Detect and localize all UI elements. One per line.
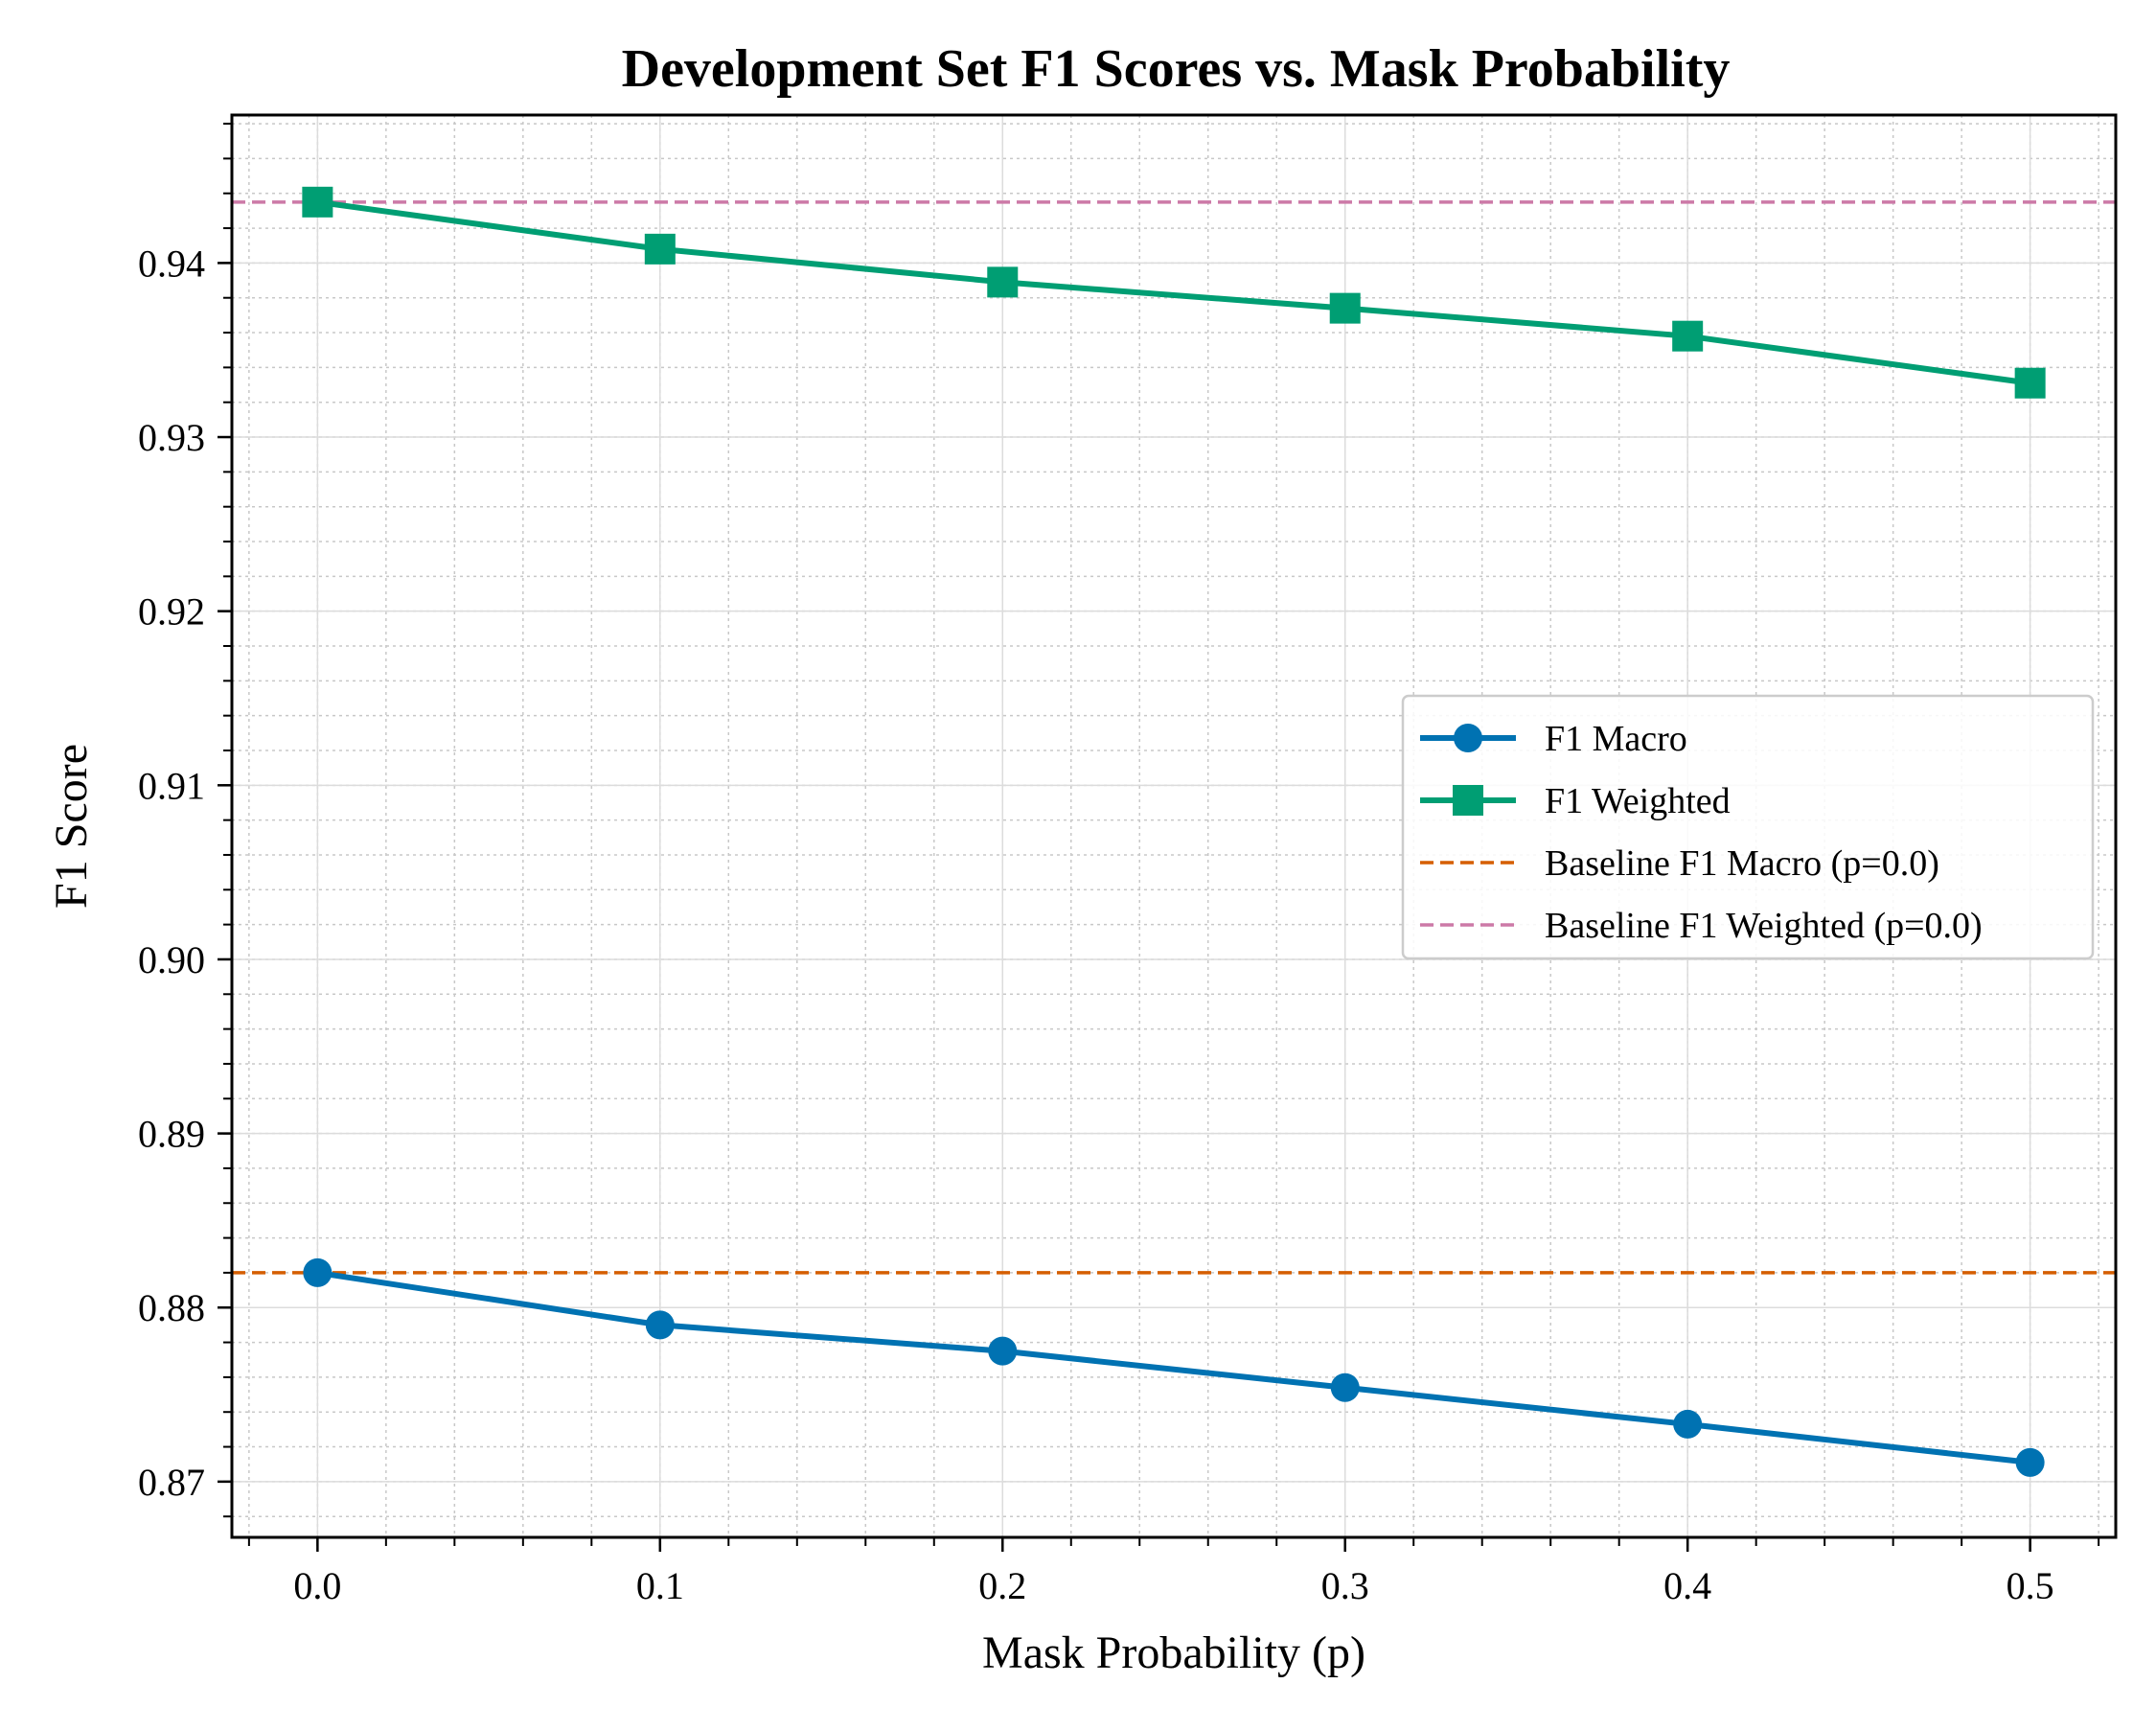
x-tick-label: 0.1 xyxy=(636,1564,684,1607)
data-point-circle xyxy=(1673,1409,1703,1439)
data-point-circle xyxy=(645,1310,675,1340)
plot-frame xyxy=(230,113,2118,1539)
data-point-square xyxy=(1672,320,1704,352)
x-tick-label: 0.3 xyxy=(1321,1564,1369,1607)
y-axis-ticks: 0.87 0.88 0.89 0.90 0.91 0.92 0.93 0.94 xyxy=(138,123,232,1518)
data-point-square xyxy=(2014,367,2046,399)
x-tick-label: 0.5 xyxy=(2007,1564,2054,1607)
data-point-square xyxy=(302,186,333,218)
y-tick-label: 0.90 xyxy=(138,938,205,981)
x-axis-label: Mask Probability (p) xyxy=(982,1627,1365,1678)
y-tick-label: 0.89 xyxy=(138,1113,205,1156)
legend: F1 Macro F1 Weighted Baseline F1 Macro (p=… xyxy=(1401,694,2095,960)
x-tick-label: 0.0 xyxy=(293,1564,341,1607)
legend-label: Baseline F1 Macro (p=0.0) xyxy=(1545,843,1939,884)
data-point-square xyxy=(987,266,1019,298)
series-lines xyxy=(316,198,2031,1465)
data-point-square xyxy=(644,233,676,265)
x-axis-ticks: 0.0 0.1 0.2 0.3 0.4 0.5 xyxy=(247,1537,2100,1607)
series-line xyxy=(316,198,2031,386)
data-point-square xyxy=(1329,292,1361,324)
legend-marker-square xyxy=(1453,785,1483,816)
x-tick-label: 0.4 xyxy=(1663,1564,1711,1607)
chart-title: Development Set F1 Scores vs. Mask Proba… xyxy=(622,39,1731,99)
legend-label: F1 Macro xyxy=(1545,719,1687,759)
x-tick-label: 0.2 xyxy=(978,1564,1026,1607)
legend-label: F1 Weighted xyxy=(1545,781,1731,821)
legend-marker-circle xyxy=(1454,724,1482,752)
y-tick-label: 0.93 xyxy=(138,416,205,459)
series-line xyxy=(316,1269,2030,1465)
y-axis-label: F1 Score xyxy=(46,744,97,909)
legend-box xyxy=(1401,694,2095,960)
y-tick-label: 0.87 xyxy=(138,1461,205,1504)
y-tick-label: 0.88 xyxy=(138,1286,205,1329)
legend-label: Baseline F1 Weighted (p=0.0) xyxy=(1545,906,1983,946)
reference-lines xyxy=(232,200,2116,1275)
data-point-circle xyxy=(2015,1447,2045,1477)
y-tick-label: 0.92 xyxy=(138,590,205,634)
data-point-circle xyxy=(1330,1372,1360,1402)
y-tick-label: 0.91 xyxy=(138,764,205,807)
data-point-circle xyxy=(988,1336,1018,1366)
series-markers xyxy=(302,186,2046,1477)
data-point-circle xyxy=(303,1257,333,1287)
y-tick-label: 0.94 xyxy=(138,242,205,285)
